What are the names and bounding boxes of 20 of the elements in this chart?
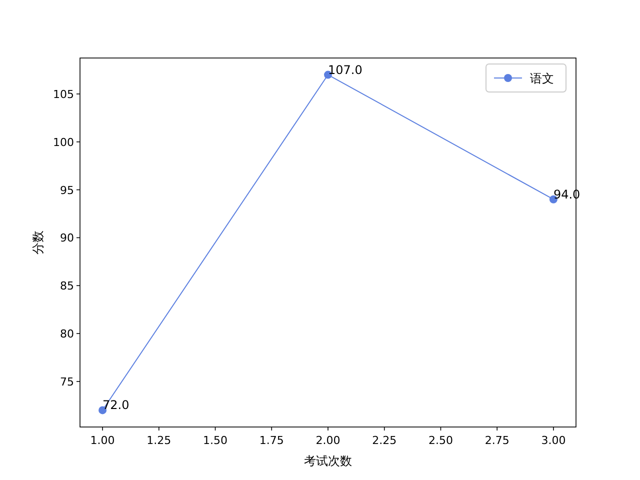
x-tick-label: 2.25 (372, 434, 397, 447)
y-tick-label: 95 (60, 184, 74, 197)
y-tick-label: 80 (60, 328, 74, 341)
x-tick-label: 1.00 (90, 434, 115, 447)
y-tick-label: 85 (60, 280, 74, 293)
x-tick-label: 1.50 (203, 434, 228, 447)
legend-label: 语文 (530, 72, 554, 86)
x-tick-label: 3.00 (541, 434, 566, 447)
x-tick-label: 2.75 (484, 434, 510, 447)
y-tick-label: 100 (53, 136, 74, 149)
y-axis-title: 分数 (31, 230, 45, 254)
x-tick-label: 1.25 (146, 434, 172, 447)
y-tick-label: 75 (60, 375, 74, 388)
y-tick-label: 90 (60, 232, 74, 245)
x-tick-label: 2.00 (316, 434, 340, 447)
x-tick-label: 2.50 (428, 434, 453, 447)
x-tick-label: 1.75 (259, 434, 284, 447)
data-label: 107.0 (328, 62, 362, 77)
y-tick-label: 105 (53, 88, 74, 101)
x-axis-title: 考试次数 (304, 454, 352, 468)
